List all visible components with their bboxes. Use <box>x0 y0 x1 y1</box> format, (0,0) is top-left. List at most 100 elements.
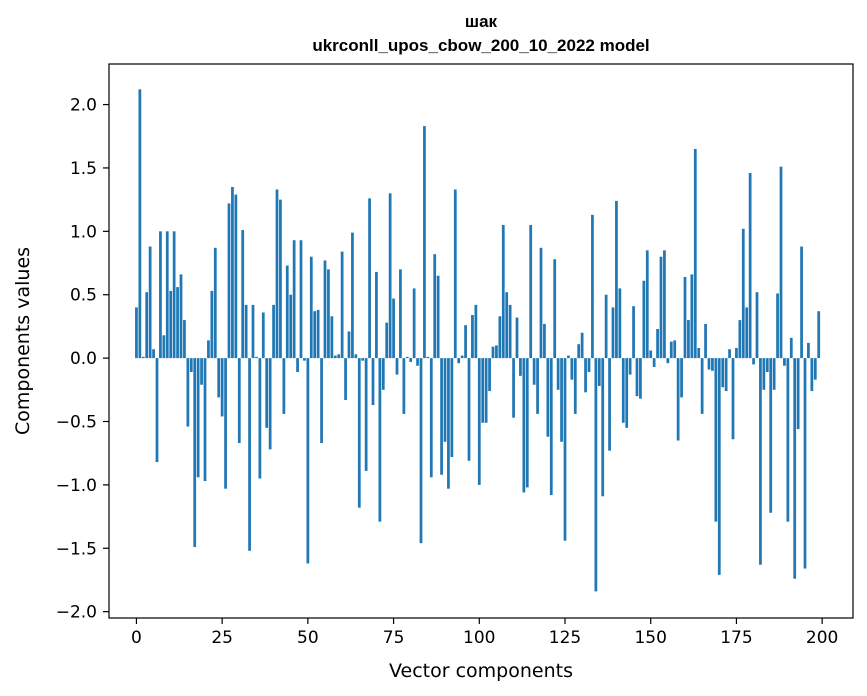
bar-127 <box>570 358 574 380</box>
bar-75 <box>392 298 395 359</box>
bar-194 <box>800 246 803 359</box>
bar-121 <box>549 358 553 496</box>
bar-161 <box>687 320 690 359</box>
bar-196 <box>807 342 810 359</box>
bar-50 <box>306 358 310 564</box>
bar-104 <box>491 346 495 359</box>
x-tick-label: 150 <box>634 628 666 648</box>
y-tick-label: −1.0 <box>56 476 97 496</box>
bar-47 <box>296 358 299 373</box>
bar-22 <box>210 290 214 359</box>
bar-59 <box>337 354 341 359</box>
bar-133 <box>591 214 594 359</box>
bar-73 <box>385 322 389 359</box>
bar-78 <box>402 358 406 414</box>
bar-34 <box>251 304 255 359</box>
y-axis: 2.0 1.5 1.0 0.5 0.0 −0.5 −1.0 −1.5 −2.0 <box>56 96 109 623</box>
bar-38 <box>265 358 269 428</box>
bar-20 <box>203 358 207 482</box>
x-tick-label: 100 <box>463 628 495 648</box>
bar-100 <box>477 358 481 485</box>
bar-52 <box>313 311 317 359</box>
bar-105 <box>495 345 498 359</box>
bar-128 <box>573 358 577 414</box>
bar-53 <box>316 309 320 359</box>
bar-198 <box>813 358 817 380</box>
bar-109 <box>508 304 512 359</box>
bar-63 <box>351 232 354 359</box>
bar-30 <box>237 358 241 444</box>
bar-0 <box>135 307 138 359</box>
bar-152 <box>656 328 659 359</box>
bar-71 <box>378 358 382 522</box>
bar-43 <box>282 358 286 414</box>
bar-199 <box>817 311 821 359</box>
bar-9 <box>165 231 169 359</box>
bars-group <box>135 89 821 592</box>
bar-96 <box>464 325 467 359</box>
bar-72 <box>381 358 385 390</box>
bar-137 <box>604 294 608 359</box>
bar-107 <box>501 225 505 359</box>
bar-141 <box>618 288 622 359</box>
bar-27 <box>227 203 231 359</box>
bar-7 <box>159 231 162 359</box>
bar-143 <box>625 358 629 428</box>
bar-112 <box>519 358 522 376</box>
bar-146 <box>635 358 639 397</box>
bar-51 <box>309 256 313 359</box>
bar-126 <box>567 355 570 359</box>
bar-159 <box>680 358 683 398</box>
bar-24 <box>217 358 221 398</box>
bar-37 <box>261 312 265 359</box>
bar-94 <box>457 358 461 364</box>
bar-173 <box>728 349 731 359</box>
bar-115 <box>529 225 533 359</box>
bar-138 <box>608 358 611 451</box>
bar-33 <box>248 358 251 551</box>
bar-2 <box>141 356 145 359</box>
bar-80 <box>409 358 413 362</box>
bar-132 <box>587 358 591 373</box>
bar-48 <box>299 240 303 359</box>
bar-165 <box>700 358 704 414</box>
bar-197 <box>810 358 814 392</box>
bar-191 <box>789 337 793 359</box>
x-tick-label: 50 <box>297 628 319 648</box>
y-tick-label: −2.0 <box>56 603 97 623</box>
y-tick-label: 1.5 <box>70 159 97 179</box>
bar-150 <box>649 350 653 359</box>
bar-181 <box>755 292 759 359</box>
bar-92 <box>450 358 454 457</box>
y-axis-label: Components values <box>12 247 34 435</box>
y-tick-label: 0.0 <box>70 349 97 369</box>
bar-189 <box>783 358 786 366</box>
x-tick-label: 75 <box>383 628 405 648</box>
bar-193 <box>796 358 800 430</box>
bar-11 <box>172 231 176 359</box>
bar-106 <box>498 316 502 359</box>
bar-10 <box>169 290 173 359</box>
y-tick-label: −0.5 <box>56 413 97 433</box>
bar-155 <box>666 358 670 364</box>
bar-12 <box>176 287 179 359</box>
bar-167 <box>707 358 711 370</box>
bar-16 <box>189 358 193 373</box>
bar-174 <box>731 358 735 440</box>
bar-1 <box>138 89 142 359</box>
bar-61 <box>344 358 347 400</box>
chart-subtitle: ukrconll_upos_cbow_200_10_2022 model <box>312 36 649 55</box>
bar-156 <box>669 341 673 359</box>
bar-142 <box>621 358 625 423</box>
bar-55 <box>323 260 327 359</box>
bar-130 <box>580 332 584 359</box>
bar-32 <box>244 304 248 359</box>
bar-86 <box>429 358 433 478</box>
bar-144 <box>628 358 632 375</box>
bar-17 <box>193 358 197 547</box>
x-tick-label: 25 <box>211 628 233 648</box>
bar-14 <box>183 320 186 359</box>
bar-177 <box>741 228 745 359</box>
bar-125 <box>563 358 567 541</box>
bar-111 <box>515 317 519 359</box>
